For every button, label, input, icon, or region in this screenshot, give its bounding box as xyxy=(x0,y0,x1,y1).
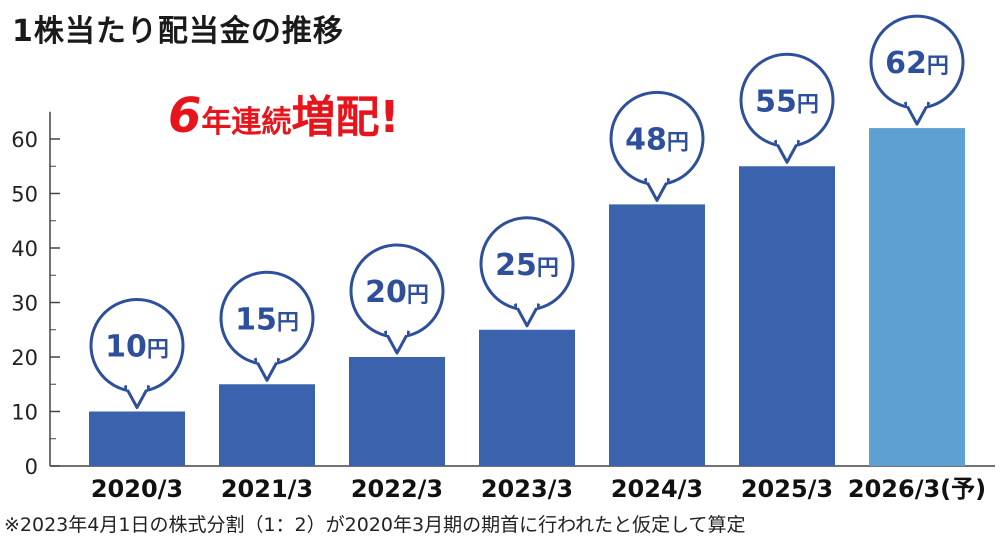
bubble-seam xyxy=(257,356,277,363)
x-tick-label: 2023/3 xyxy=(481,475,573,503)
bubble-pointer xyxy=(253,357,281,382)
bubble-unit: 円 xyxy=(277,310,299,335)
bubble-seam xyxy=(127,383,147,390)
x-tick-label: 2026/3(予) xyxy=(848,475,986,503)
x-tick-label: 2025/3 xyxy=(741,475,833,503)
bubble-pointer xyxy=(773,139,801,164)
value-bubble: 48円 xyxy=(609,90,705,202)
chart-title: 1株当たり配当金の推移 xyxy=(12,14,344,49)
headline-word: 増配 xyxy=(291,92,380,143)
bar xyxy=(349,357,445,466)
value-bubble: 62円 xyxy=(869,14,965,126)
bubble-seam xyxy=(517,301,537,308)
y-tick-label: 60 xyxy=(11,128,38,152)
bubble-pointer xyxy=(643,177,671,202)
bubble-seam xyxy=(387,329,407,335)
bubble-pointer xyxy=(383,330,411,355)
bar xyxy=(479,329,575,466)
x-tick-label: 2022/3 xyxy=(351,475,443,503)
bubble-unit: 円 xyxy=(147,338,169,363)
bubble-pointer xyxy=(903,101,931,126)
headline-mark: ! xyxy=(379,92,400,143)
bubble-value: 48 xyxy=(625,122,667,157)
value-bubble: 20円 xyxy=(349,243,445,355)
headline-banner: 6年連続増配! xyxy=(168,92,399,140)
y-tick-label: 0 xyxy=(25,455,38,479)
bubble-seam xyxy=(777,138,797,145)
value-bubble: 10円 xyxy=(89,298,185,409)
y-tick-label: 40 xyxy=(11,237,38,261)
bubble-value-label: 55円 xyxy=(755,84,819,119)
x-tick-label: 2021/3 xyxy=(221,475,313,503)
bubble-value-label: 20円 xyxy=(365,275,429,310)
bubble-value-label: 10円 xyxy=(105,330,169,365)
value-bubble: 25円 xyxy=(479,216,575,328)
footnote: ※2023年4月1日の株式分割（1：2）が2020年3月期の期首に行われたと仮定… xyxy=(4,514,746,536)
bubble-value: 55 xyxy=(755,84,797,119)
bar xyxy=(89,411,185,466)
bubble-value-label: 62円 xyxy=(885,46,949,81)
bubble-value: 25 xyxy=(495,248,537,283)
y-tick-label: 20 xyxy=(11,346,38,370)
bubble-unit: 円 xyxy=(537,256,559,281)
headline-count: 6 xyxy=(168,88,202,144)
x-tick-label: 2020/3 xyxy=(91,475,183,503)
y-tick-label: 10 xyxy=(11,401,38,425)
axes: 0 10 20 30 40 50 60 xyxy=(11,111,995,479)
headline-mid: 年連続 xyxy=(201,105,292,140)
bubble-unit: 円 xyxy=(927,54,949,79)
x-tick-labels: 2020/3 2021/3 2022/3 2023/3 2024/3 2025/3 2026… xyxy=(91,475,986,503)
bar xyxy=(609,204,705,466)
bubble-value-label: 48円 xyxy=(625,122,689,157)
y-tick-label: 50 xyxy=(11,183,38,207)
value-bubble: 15円 xyxy=(219,270,315,382)
bubble-pointer xyxy=(123,384,151,409)
bubble-value: 10 xyxy=(105,330,147,365)
bubble-value-label: 15円 xyxy=(235,302,299,337)
bubble-pointer xyxy=(513,303,541,328)
bubble-value: 20 xyxy=(365,275,407,310)
value-bubble: 55円 xyxy=(739,52,835,164)
bubble-value-label: 25円 xyxy=(495,248,559,283)
bubble-unit: 円 xyxy=(797,92,819,117)
bar xyxy=(739,166,835,466)
bars xyxy=(89,128,965,466)
bubble-value: 62 xyxy=(885,46,927,81)
x-tick-label: 2024/3 xyxy=(611,475,703,503)
bubble-unit: 円 xyxy=(407,283,429,308)
bubble-value: 15 xyxy=(235,302,277,337)
bubble-seam xyxy=(647,176,667,183)
bubble-seam xyxy=(907,100,927,107)
bar xyxy=(219,384,315,466)
bubble-unit: 円 xyxy=(667,130,689,155)
bar xyxy=(869,128,965,466)
y-tick-label: 30 xyxy=(11,292,38,316)
